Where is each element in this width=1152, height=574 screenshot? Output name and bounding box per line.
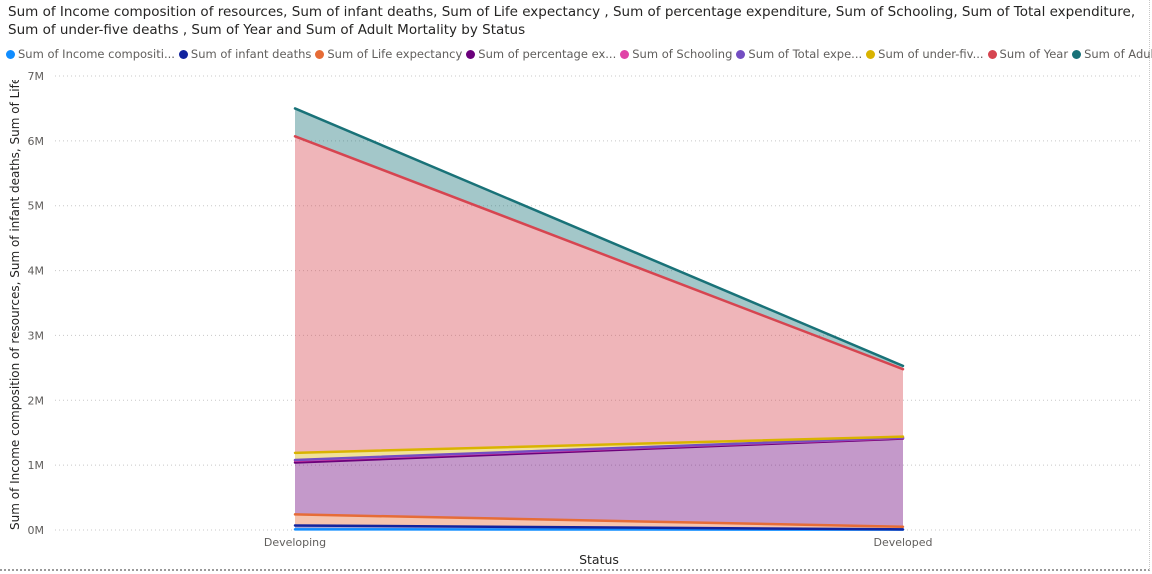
legend-item[interactable]: Sum of Year bbox=[987, 47, 1069, 61]
legend-item[interactable]: Sum of Life expectancy bbox=[315, 47, 462, 61]
legend-label: Sum of Year bbox=[999, 47, 1069, 61]
legend-marker-icon bbox=[6, 50, 15, 59]
series-line bbox=[293, 524, 905, 531]
y-tick-label: 7M bbox=[28, 70, 45, 83]
legend-marker-icon bbox=[315, 50, 325, 59]
legend-marker-icon bbox=[178, 50, 188, 59]
y-tick-label: 3M bbox=[28, 329, 45, 342]
x-tick-label: Developing bbox=[264, 536, 326, 549]
legend-label: Sum of under-fiv... bbox=[878, 47, 984, 61]
x-tick-label: Developed bbox=[873, 536, 932, 549]
y-tick-label: 6M bbox=[28, 135, 45, 148]
y-tick-label: 0M bbox=[28, 524, 45, 537]
legend-label: Sum of Total expe... bbox=[748, 47, 863, 61]
y-tick-label: 4M bbox=[28, 265, 45, 278]
y-tick-label: 5M bbox=[28, 200, 45, 213]
legend-label: Sum of percentage ex... bbox=[478, 47, 617, 61]
legend-item[interactable]: Sum of Adult M... bbox=[1072, 47, 1152, 61]
legend: Sum of Income compositi... Sum of infant … bbox=[6, 47, 1152, 65]
legend-label: Sum of infant deaths bbox=[190, 47, 312, 61]
legend-label: Sum of Income compositi... bbox=[18, 47, 175, 61]
chart-title: Sum of Income composition of resources, … bbox=[8, 4, 1136, 38]
legend-item[interactable]: Sum of Schooling bbox=[620, 47, 732, 61]
y-tick-label: 1M bbox=[28, 459, 45, 472]
series-line bbox=[293, 135, 905, 371]
series-line bbox=[293, 513, 905, 529]
series-line bbox=[293, 435, 905, 455]
legend-label: Sum of Schooling bbox=[632, 47, 733, 61]
legend-item[interactable]: Sum of under-fiv... bbox=[866, 47, 984, 61]
series-line bbox=[293, 436, 905, 462]
legend-marker-icon bbox=[987, 50, 997, 59]
area-band bbox=[295, 438, 903, 527]
legend-marker-icon bbox=[466, 50, 476, 59]
legend-marker-icon bbox=[736, 50, 746, 59]
legend-label: Sum of Life expectancy bbox=[327, 47, 463, 61]
legend-item[interactable]: Sum of infant deaths bbox=[178, 47, 312, 61]
legend-marker-icon bbox=[866, 50, 876, 59]
legend-marker-icon bbox=[1072, 50, 1082, 59]
legend-item[interactable]: Sum of Income compositi... bbox=[6, 47, 175, 61]
legend-label: Sum of Adult M... bbox=[1084, 47, 1152, 61]
area-band bbox=[295, 136, 903, 453]
series-line bbox=[293, 107, 905, 368]
y-tick-label: 2M bbox=[28, 394, 45, 407]
legend-marker-icon bbox=[620, 50, 630, 59]
legend-item[interactable]: Sum of Total expe... bbox=[736, 47, 862, 61]
legend-item[interactable]: Sum of percentage ex... bbox=[466, 47, 616, 61]
x-axis-label: Status bbox=[579, 552, 619, 567]
